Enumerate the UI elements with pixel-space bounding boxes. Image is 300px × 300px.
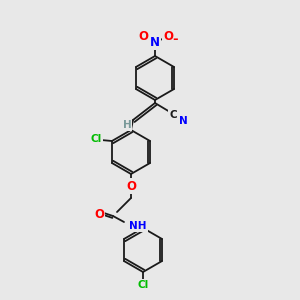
Text: O: O: [163, 31, 173, 44]
Text: Cl: Cl: [137, 280, 148, 290]
Text: H: H: [123, 120, 131, 130]
Text: O: O: [126, 179, 136, 193]
Text: N: N: [178, 116, 188, 126]
Text: C: C: [169, 110, 177, 120]
Text: O: O: [94, 208, 104, 220]
Text: N: N: [150, 35, 160, 49]
Text: Cl: Cl: [90, 134, 102, 144]
Text: O: O: [138, 29, 148, 43]
Text: -: -: [172, 32, 178, 46]
Text: NH: NH: [129, 221, 146, 231]
